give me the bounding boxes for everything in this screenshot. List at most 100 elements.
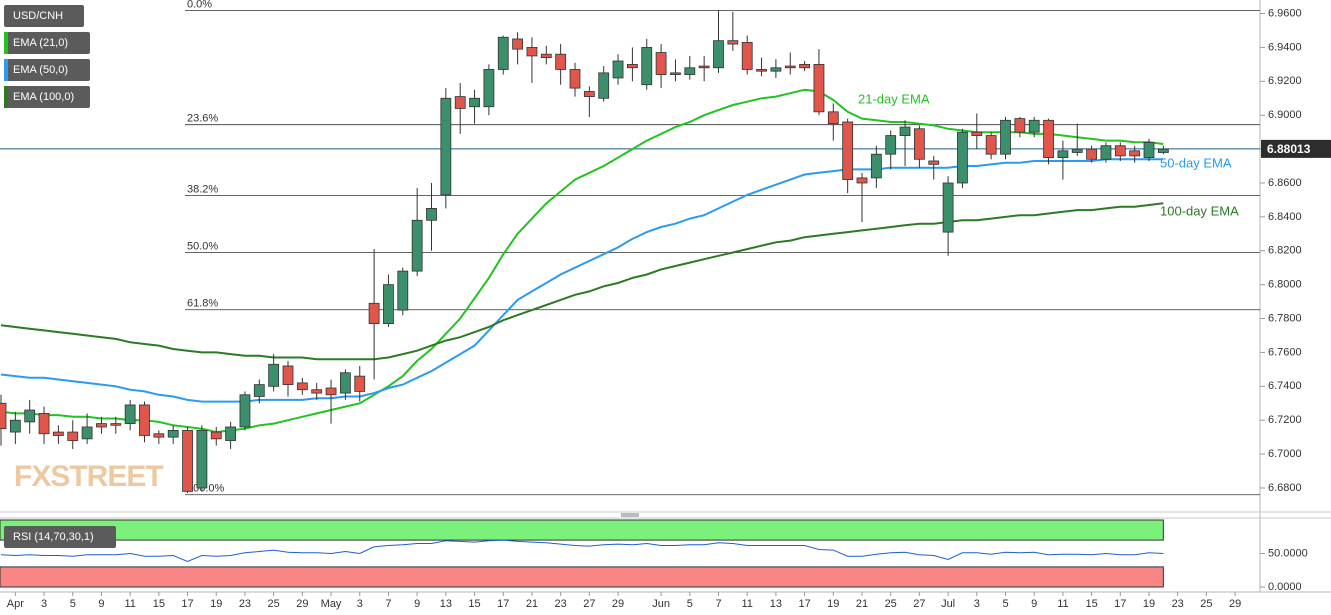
candle — [38, 406, 50, 444]
candle-body — [870, 153, 882, 179]
candle — [440, 88, 452, 209]
rsi-tick-label: 50.0000 — [1268, 547, 1308, 559]
candle-body — [139, 404, 150, 436]
candle — [1028, 116, 1040, 138]
candle-body — [1114, 145, 1126, 157]
candle — [354, 365, 366, 402]
x-tick-label: 3 — [41, 598, 47, 610]
candle-body — [713, 40, 724, 69]
candle — [813, 49, 825, 116]
candle-body — [1157, 148, 1169, 153]
candle — [253, 379, 265, 404]
x-tick-label: 15 — [468, 598, 480, 610]
candle-body — [483, 69, 495, 108]
candle-body — [856, 177, 868, 184]
legend-swatch — [4, 32, 8, 54]
candle — [210, 426, 222, 446]
candle — [928, 155, 940, 180]
candle-body — [569, 69, 581, 89]
candle — [942, 176, 954, 256]
legend-item: EMA (100,0) — [4, 86, 90, 108]
x-tick-label: 3 — [357, 598, 363, 610]
candle — [985, 132, 997, 160]
candle — [397, 267, 409, 316]
candle-body — [225, 426, 237, 441]
candle-body — [1143, 141, 1155, 158]
candle-body — [784, 65, 796, 69]
candle — [325, 379, 337, 424]
candle — [799, 60, 810, 72]
candle — [311, 382, 323, 400]
candle — [827, 103, 839, 141]
x-tick-label: 7 — [715, 598, 721, 610]
candle — [1129, 145, 1141, 163]
candle — [684, 55, 696, 80]
candle-body — [813, 63, 825, 113]
x-tick-label: Jul — [941, 598, 955, 610]
candle-body — [698, 65, 710, 69]
candle-body — [670, 72, 681, 75]
candle — [483, 64, 495, 116]
candle — [641, 38, 653, 90]
x-tick-label: 25 — [268, 598, 280, 610]
candle — [426, 182, 437, 251]
candle-body — [555, 53, 567, 70]
x-tick-label: 5 — [70, 598, 76, 610]
candle-body — [885, 135, 897, 155]
candle-body — [526, 47, 538, 57]
candle — [1100, 142, 1112, 163]
x-tick-label: 15 — [153, 598, 165, 610]
x-tick-label: 9 — [1031, 598, 1037, 610]
last-price-label: 6.88013 — [1267, 142, 1311, 156]
fib-label: 0.0% — [187, 0, 212, 10]
x-tick-label: May — [321, 598, 342, 610]
x-tick-label: 5 — [687, 598, 693, 610]
candle-body — [612, 60, 624, 79]
x-tick-label: 19 — [210, 598, 222, 610]
candle-body — [770, 67, 782, 72]
candle-body — [583, 91, 595, 97]
candle-body — [196, 429, 208, 489]
y-tick-label: 6.8200 — [1268, 245, 1302, 257]
candle — [167, 425, 179, 444]
candle — [1043, 118, 1054, 165]
candle — [1071, 123, 1083, 156]
y-tick-label: 6.9600 — [1268, 7, 1302, 19]
fib-label: 38.2% — [187, 183, 218, 195]
x-tick-label: 29 — [296, 598, 308, 610]
legend-box — [4, 5, 84, 27]
pane-handle[interactable] — [621, 513, 639, 517]
candle-body — [741, 41, 753, 70]
candle — [0, 394, 7, 446]
candle — [670, 59, 681, 82]
x-tick-label: 25 — [885, 598, 897, 610]
candle — [1000, 116, 1011, 160]
x-tick-label: 23 — [555, 598, 567, 610]
candle-body — [454, 96, 466, 109]
candle-body — [383, 284, 394, 325]
candle-body — [253, 384, 265, 397]
candle — [182, 426, 193, 494]
fib-label: 23.6% — [187, 113, 218, 125]
x-tick-label: 19 — [1143, 598, 1155, 610]
candle-body — [1028, 119, 1040, 133]
candle-body — [0, 402, 7, 430]
fib-label: 50.0% — [187, 241, 218, 253]
x-tick-label: 11 — [124, 598, 135, 610]
candle-body — [827, 111, 839, 125]
x-tick-label: 21 — [526, 598, 538, 610]
candle-body — [81, 426, 93, 440]
candle-body — [110, 423, 122, 426]
candle — [756, 57, 767, 77]
candle-body — [899, 126, 911, 136]
candle-body — [167, 429, 179, 438]
x-tick-label: 11 — [741, 598, 752, 610]
candle — [1057, 140, 1069, 180]
x-tick-label: 23 — [239, 598, 251, 610]
overbought-band — [0, 519, 1164, 541]
candle-body — [727, 40, 739, 45]
candle-body — [426, 208, 437, 221]
candle-body — [914, 128, 925, 160]
candle-body — [540, 53, 552, 59]
